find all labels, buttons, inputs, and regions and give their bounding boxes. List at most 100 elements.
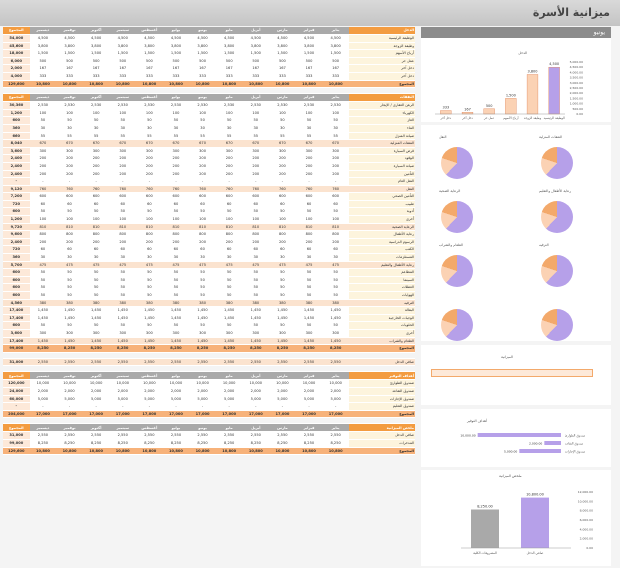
value-cell[interactable]: 380 [189, 299, 216, 308]
value-cell[interactable]: 10,800 [136, 447, 163, 456]
value-cell[interactable]: 100 [189, 109, 216, 118]
value-cell[interactable]: 10,000 [269, 379, 296, 388]
value-cell[interactable]: 167 [136, 64, 163, 73]
value-cell[interactable]: 100 [109, 109, 137, 118]
value-cell[interactable]: 200 [295, 238, 323, 247]
value-cell[interactable]: 600 [56, 192, 83, 201]
value-cell[interactable]: 760 [82, 185, 110, 194]
value-cell[interactable]: 60 [269, 245, 296, 255]
value-cell[interactable]: 4,500 [242, 34, 270, 43]
value-cell[interactable]: 60 [82, 200, 110, 209]
value-cell[interactable]: 300 [269, 329, 296, 338]
value-cell[interactable]: 1,450 [162, 337, 190, 346]
value-cell[interactable]: 60 [162, 200, 190, 209]
value-cell[interactable]: 500 [189, 57, 216, 66]
value-cell[interactable]: 200 [189, 238, 216, 247]
value-cell[interactable]: 3,800 [82, 42, 110, 51]
value-cell[interactable]: 4,500 [322, 34, 349, 43]
value-cell[interactable]: 17,000 [136, 410, 163, 419]
value-cell[interactable]: 2,550 [29, 358, 57, 367]
value-cell[interactable]: 50 [322, 207, 349, 217]
value-cell[interactable]: 810 [215, 223, 243, 232]
value-cell[interactable]: 600 [29, 192, 57, 201]
value-cell[interactable]: 60 [269, 200, 296, 209]
value-cell[interactable]: نوفمبر [56, 27, 83, 35]
value-cell[interactable]: 60 [215, 200, 243, 209]
value-cell[interactable]: 2,550 [82, 431, 110, 440]
value-cell[interactable]: 810 [162, 223, 190, 232]
value-cell[interactable]: 10,800 [29, 447, 57, 456]
total-cell[interactable]: 600 [3, 321, 30, 330]
value-cell[interactable]: 30 [322, 253, 349, 262]
value-cell[interactable]: 2,000 [29, 387, 57, 396]
value-cell[interactable]: 200 [109, 170, 137, 179]
value-cell[interactable]: 1,450 [269, 306, 296, 315]
value-cell[interactable]: 200 [136, 154, 163, 163]
value-cell[interactable]: 2,550 [269, 358, 296, 367]
value-cell[interactable]: 10,000 [322, 379, 349, 388]
total-cell[interactable]: 2,400 [3, 238, 30, 247]
value-cell[interactable]: 50 [162, 116, 190, 125]
value-cell[interactable]: 8,250 [82, 439, 110, 448]
value-cell[interactable]: 200 [269, 154, 296, 163]
value-cell[interactable]: 1,450 [82, 314, 110, 323]
value-cell[interactable]: 2,550 [56, 431, 83, 440]
value-cell[interactable]: 1,450 [215, 337, 243, 346]
value-cell[interactable]: 333 [56, 72, 83, 81]
value-cell[interactable]: 55 [82, 132, 110, 141]
value-cell[interactable]: 1,450 [322, 337, 349, 346]
value-cell[interactable]: 600 [322, 192, 349, 201]
total-cell[interactable]: 4,560 [3, 299, 30, 308]
value-cell[interactable]: 50 [242, 116, 270, 125]
value-cell[interactable]: 60 [136, 245, 163, 255]
value-cell[interactable]: 167 [162, 64, 190, 73]
value-cell[interactable]: 60 [56, 200, 83, 209]
value-cell[interactable]: 17,000 [189, 410, 216, 419]
value-cell[interactable]: 55 [136, 132, 163, 141]
value-cell[interactable]: يناير [322, 27, 349, 35]
value-cell[interactable]: 17,000 [322, 410, 349, 419]
value-cell[interactable]: 300 [136, 329, 163, 338]
value-cell[interactable]: 50 [189, 321, 216, 330]
value-cell[interactable]: 200 [322, 154, 349, 163]
value-cell[interactable]: 8,250 [82, 344, 110, 353]
value-cell[interactable]: - [189, 402, 216, 411]
value-cell[interactable]: 1,450 [215, 314, 243, 323]
value-cell[interactable]: 2,530 [109, 101, 137, 110]
value-cell[interactable]: 300 [162, 147, 190, 156]
value-cell[interactable]: 1,450 [136, 337, 163, 346]
value-cell[interactable]: 1,450 [162, 306, 190, 315]
value-cell[interactable]: 1,450 [189, 314, 216, 323]
value-cell[interactable]: 10,800 [162, 447, 190, 456]
value-cell[interactable]: 800 [215, 230, 243, 239]
value-cell[interactable]: 50 [322, 283, 349, 292]
value-cell[interactable]: 60 [322, 200, 349, 209]
total-cell[interactable]: 2,000 [3, 64, 30, 73]
value-cell[interactable]: 50 [56, 276, 83, 285]
value-cell[interactable]: 2,000 [322, 387, 349, 396]
value-cell[interactable]: 670 [322, 139, 349, 148]
value-cell[interactable]: يونيو [189, 27, 216, 35]
value-cell[interactable]: 5,000 [242, 395, 270, 404]
total-cell[interactable]: 9,720 [3, 223, 30, 232]
value-cell[interactable]: 30 [242, 124, 270, 133]
value-cell[interactable]: 200 [215, 154, 243, 163]
value-cell[interactable]: 300 [242, 329, 270, 338]
value-cell[interactable]: 670 [162, 139, 190, 148]
value-cell[interactable]: 50 [82, 291, 110, 300]
value-cell[interactable]: 1,450 [295, 306, 323, 315]
value-cell[interactable]: 2,000 [215, 387, 243, 396]
value-cell[interactable]: 2,550 [269, 431, 296, 440]
value-cell[interactable]: 50 [56, 268, 83, 277]
value-cell[interactable]: - [322, 177, 349, 186]
total-cell[interactable]: 99,000 [3, 439, 30, 448]
value-cell[interactable]: 1,500 [189, 49, 216, 58]
value-cell[interactable]: 1,450 [189, 306, 216, 315]
value-cell[interactable]: 670 [136, 139, 163, 148]
value-cell[interactable]: - [82, 177, 110, 186]
value-cell[interactable]: يونيو [189, 371, 216, 381]
total-cell[interactable]: 17,400 [3, 314, 30, 323]
value-cell[interactable]: 1,500 [215, 49, 243, 58]
total-cell[interactable]: 1,200 [3, 215, 30, 224]
value-cell[interactable]: 1,450 [56, 306, 83, 315]
